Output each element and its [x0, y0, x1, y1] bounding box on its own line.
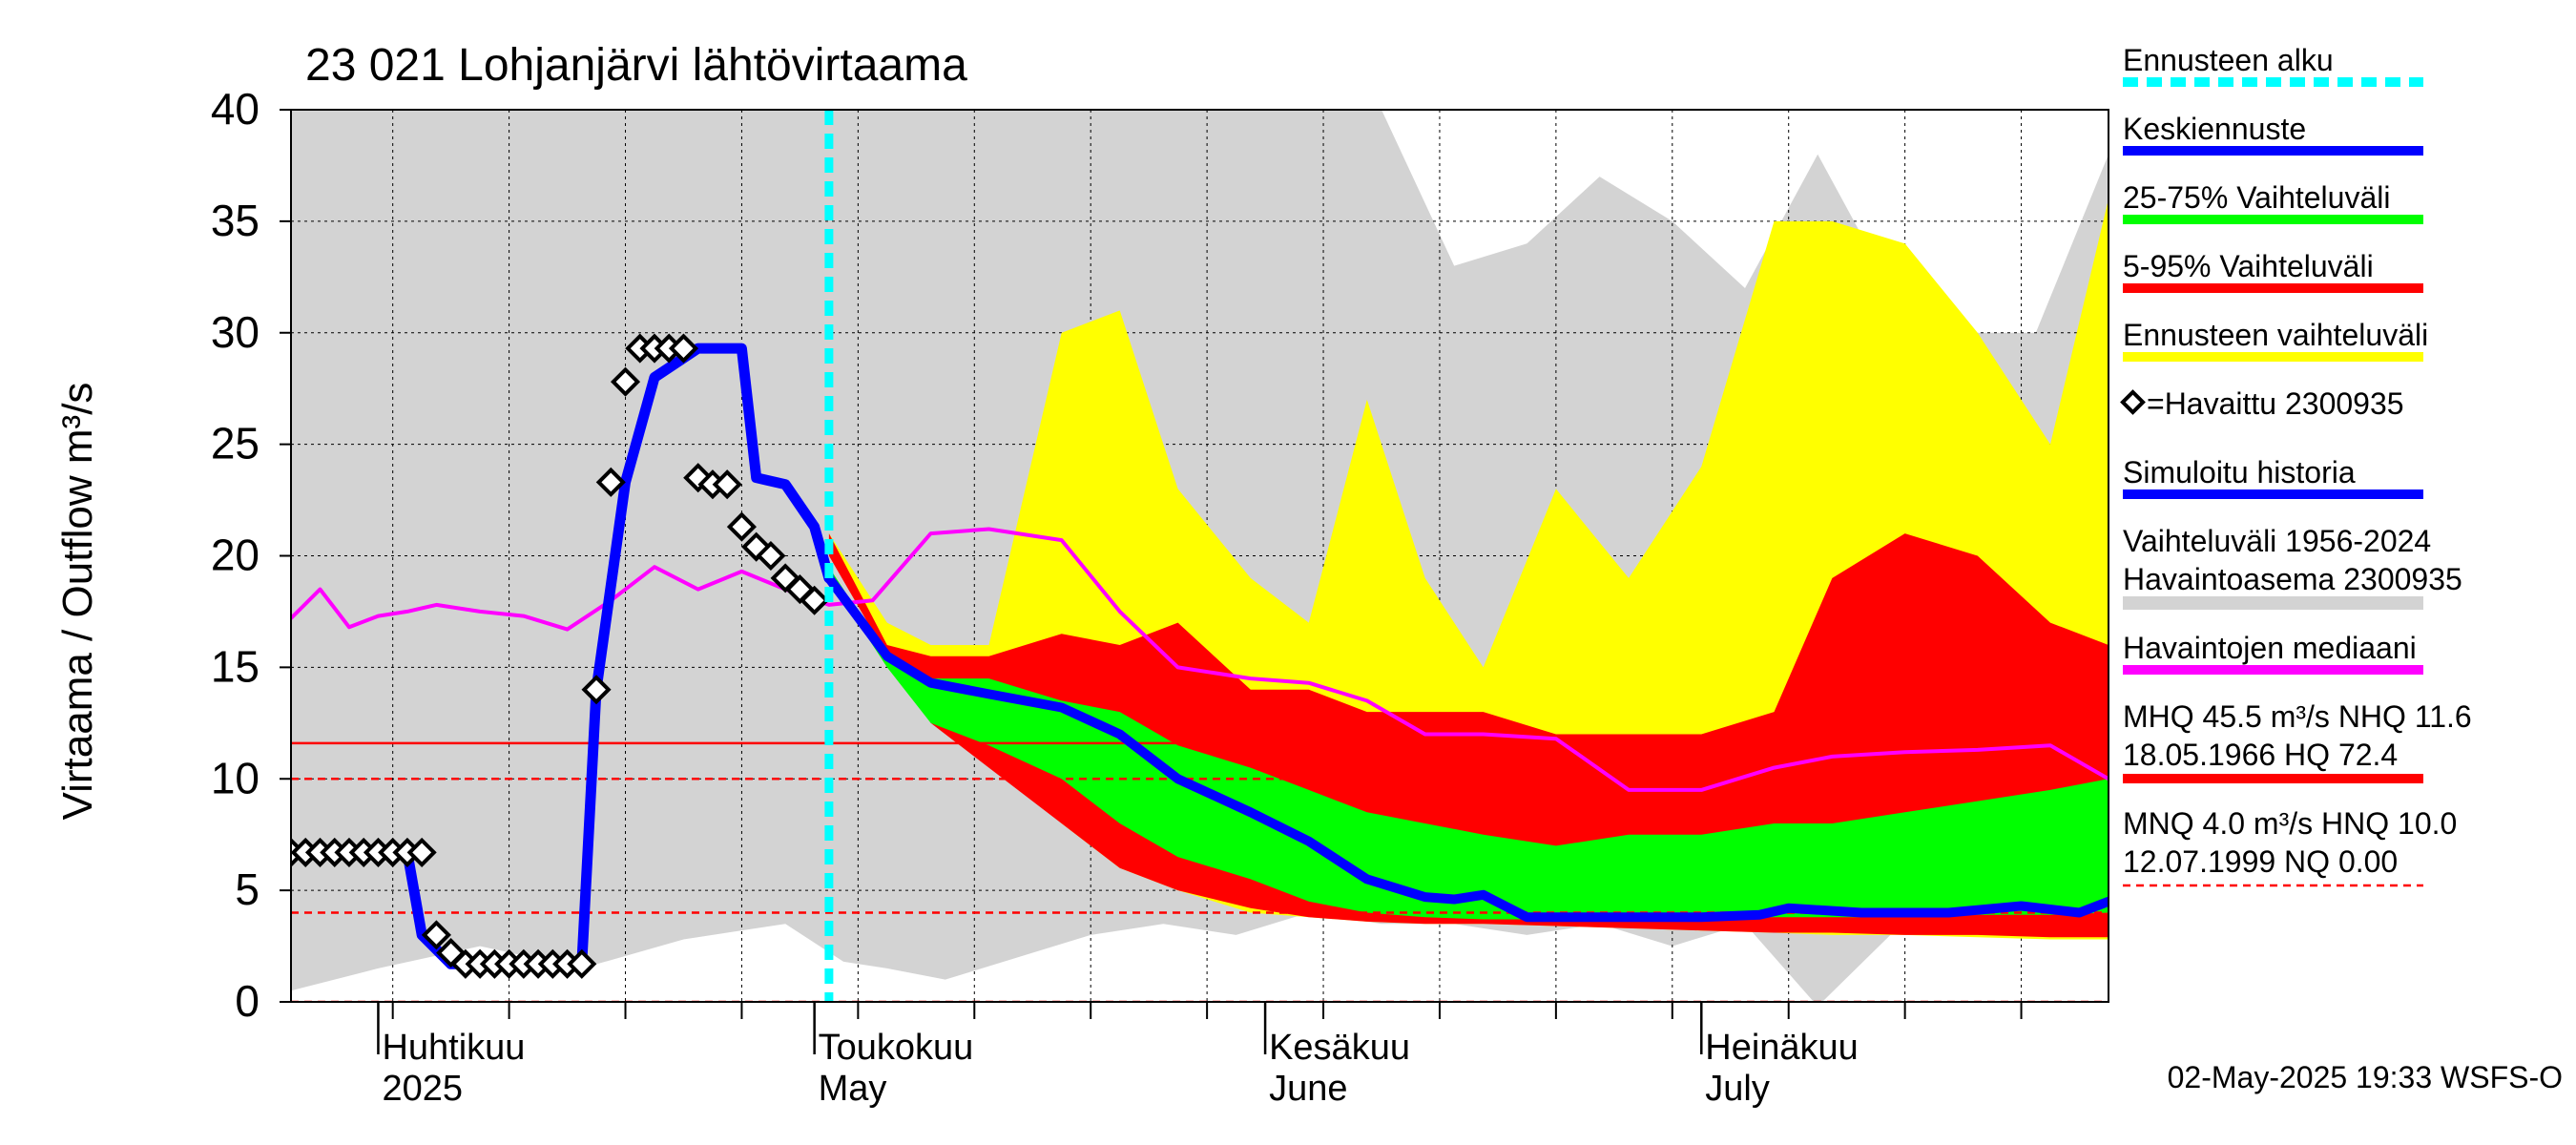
observed-point	[712, 469, 742, 500]
legend-label: Ennusteen alku	[2123, 43, 2334, 77]
legend-label: 25-75% Vaihteluväli	[2123, 180, 2390, 215]
legend-label: 5-95% Vaihteluväli	[2123, 249, 2374, 283]
legend-label: =Havaittu 2300935	[2147, 386, 2404, 421]
footer-timestamp: 02-May-2025 19:33 WSFS-O	[2168, 1060, 2563, 1094]
y-tick-label: 15	[211, 641, 260, 691]
legend-label-2: 12.07.1999 NQ 0.00	[2123, 844, 2398, 879]
y-tick-label: 30	[211, 307, 260, 357]
p25-75-band	[828, 567, 2109, 920]
month-label-sub: 2025	[382, 1069, 463, 1109]
month-label-sub: July	[1705, 1069, 1770, 1109]
observed-point	[567, 948, 597, 979]
legend-label: MNQ 4.0 m³/s HNQ 10.0	[2123, 806, 2457, 841]
legend-label-2: Havaintoasema 2300935	[2123, 562, 2462, 596]
legend-label: Simuloitu historia	[2123, 455, 2356, 489]
y-tick-label: 5	[235, 864, 260, 914]
y-tick-label: 0	[235, 976, 260, 1026]
y-tick-label: 40	[211, 84, 260, 134]
observed-point	[421, 920, 451, 950]
median-line	[291, 527, 2109, 792]
y-tick-label: 35	[211, 196, 260, 245]
month-label-sub: May	[819, 1069, 887, 1109]
observed-point	[668, 333, 699, 364]
observed-point	[610, 366, 641, 397]
month-label: Toukokuu	[819, 1028, 974, 1068]
y-tick-label: 25	[211, 419, 260, 468]
month-label: Huhtikuu	[382, 1028, 525, 1068]
legend-label: MHQ 45.5 m³/s NHQ 11.6	[2123, 699, 2472, 734]
legend-label-2: 18.05.1966 HQ 72.4	[2123, 738, 2398, 772]
observed-point	[406, 837, 437, 867]
month-label: Heinäkuu	[1705, 1028, 1859, 1068]
legend-swatch-marker	[2120, 389, 2146, 415]
y-tick-label: 20	[211, 531, 260, 580]
month-label: Kesäkuu	[1269, 1028, 1410, 1068]
y-tick-label: 10	[211, 753, 260, 802]
observed-point	[756, 540, 786, 572]
legend-label: Havaintojen mediaani	[2123, 631, 2417, 665]
observed-point	[726, 511, 757, 542]
observed-point	[595, 467, 626, 497]
observed-point	[800, 585, 830, 615]
y-axis-label: Virtaama / Outflow m³/s	[54, 383, 101, 821]
month-label-sub: June	[1269, 1069, 1347, 1109]
mean-forecast-line	[823, 572, 2109, 923]
observed-point	[581, 675, 612, 705]
legend-label: Keskiennuste	[2123, 112, 2306, 146]
legend-label: Vaihteluväli 1956-2024	[2123, 524, 2431, 558]
legend-label: Ennusteen vaihteluväli	[2123, 318, 2428, 352]
chart-title: 23 021 Lohjanjärvi lähtövirtaama	[305, 40, 967, 91]
